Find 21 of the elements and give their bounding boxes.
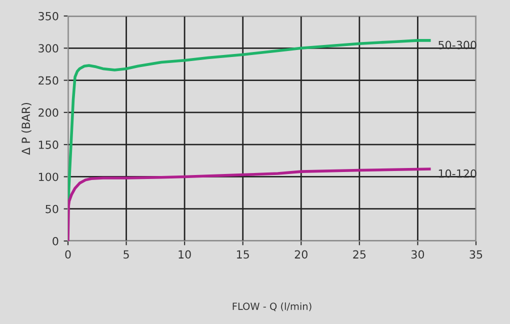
y-tick-label: 50 <box>46 204 58 214</box>
y-tick-label: 100 <box>38 172 58 182</box>
series-label: 50-300 <box>438 40 476 50</box>
x-tick-label: 5 <box>124 250 129 259</box>
line-series <box>68 168 431 241</box>
y-tick-label: 0 <box>52 236 58 246</box>
y-tick-label: 250 <box>38 76 58 85</box>
x-tick-label: 15 <box>237 250 249 259</box>
x-tick-label: 0 <box>65 250 71 259</box>
series-label: 10-120 <box>438 169 476 178</box>
x-tick-label: 30 <box>411 250 424 259</box>
y-axis-title: Δ P (BAR) <box>21 102 32 155</box>
x-tick-label: 35 <box>470 250 482 259</box>
y-tick-label: 350 <box>38 12 58 20</box>
y-tick-label: 200 <box>38 108 58 117</box>
y-tick-label: 300 <box>38 44 58 53</box>
x-axis-title: FLOW - Q (l/min) <box>232 302 312 312</box>
x-tick-label: 25 <box>353 250 366 259</box>
x-tick-label: 20 <box>294 250 308 259</box>
x-tick-label: 10 <box>178 250 191 259</box>
y-tick-label: 150 <box>38 140 58 149</box>
